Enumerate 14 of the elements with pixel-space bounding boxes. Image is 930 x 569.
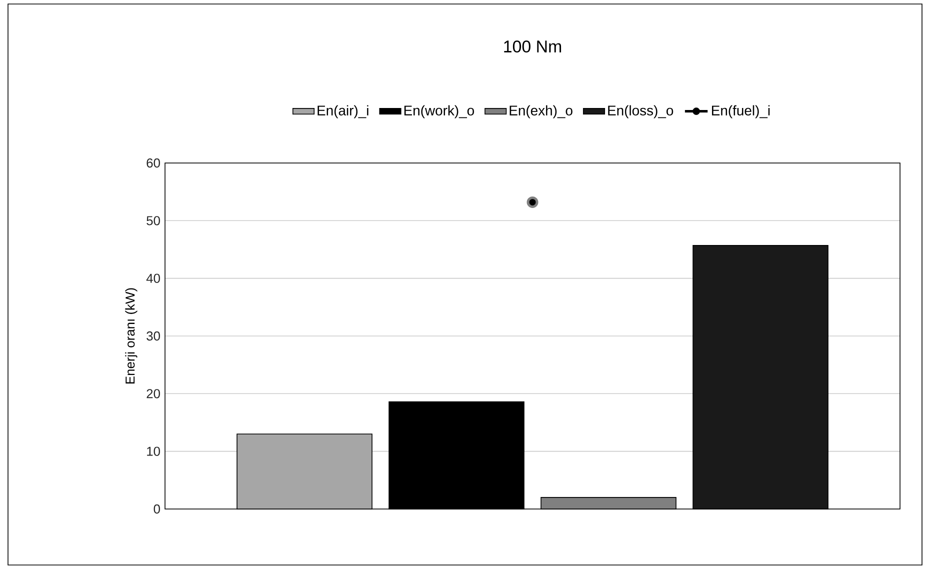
legend-label: En(fuel)_i (712, 105, 770, 118)
y-tick-label: 60 (146, 158, 160, 168)
legend-label: En(loss)_o (608, 105, 674, 118)
y-axis-title: Enerji oranı (kW) (125, 288, 138, 384)
legend-label: En(work)_o (404, 105, 474, 118)
legend-label: En(air)_i (318, 105, 368, 118)
y-tick-label: 30 (146, 331, 160, 341)
y-tick-label: 40 (146, 274, 160, 283)
chart-title: 100 Nm (504, 40, 562, 52)
y-tick-label: 50 (146, 216, 160, 226)
y-tick-label: 0 (154, 504, 160, 514)
y-tick-label: 20 (146, 389, 160, 398)
legend-label: En(exh)_o (510, 105, 572, 118)
y-tick-label: 10 (147, 446, 160, 456)
